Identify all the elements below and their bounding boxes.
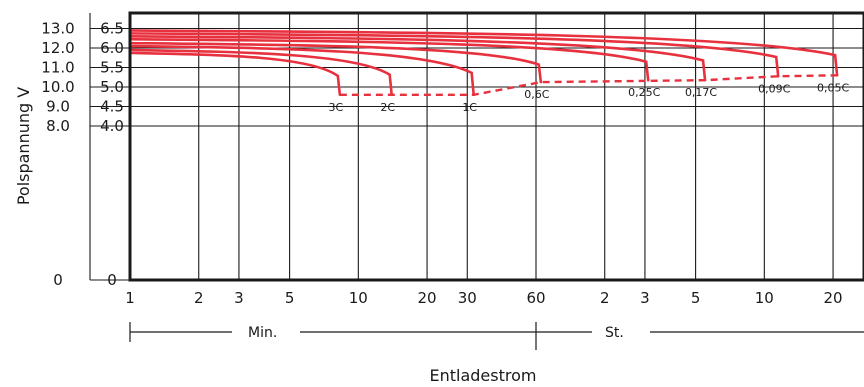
y-tick-label-outer: 0 [53, 271, 63, 289]
curve-label: 1C [462, 101, 477, 114]
x-tick-label: 3 [234, 289, 244, 307]
y-tick-label-inner: 0 [107, 271, 117, 289]
x-tick-label: 20 [418, 289, 437, 307]
y-tick-label-outer: 8.0 [46, 117, 70, 135]
y-tick-label-outer: 12.0 [41, 39, 74, 57]
x-tick-label: 10 [349, 289, 368, 307]
y-tick-label-outer: 13.0 [41, 20, 74, 38]
discharge-curve [128, 37, 650, 82]
y-tick-label-inner: 5.0 [100, 78, 124, 96]
discharge-curve [128, 51, 342, 97]
x-tick-label: 5 [691, 289, 701, 307]
x-tick-label: 10 [755, 289, 774, 307]
y-tick-label-outer: 10.0 [41, 78, 74, 96]
discharge-curve [128, 44, 475, 97]
x-tick-label: 2 [600, 289, 610, 307]
discharge-curve [128, 41, 543, 84]
y-tick-label-inner: 5.5 [100, 59, 124, 77]
x-axis-title: Entladestrom [430, 366, 537, 385]
discharge-curve [128, 32, 780, 78]
curve-labels: 3C 2C 1C 0,6C 0,25C 0,17C 0,09C 0,05C [329, 81, 850, 114]
curve-label: 0,09C [758, 82, 790, 95]
hours-unit-label: St. [605, 325, 624, 341]
x-tick-label: 60 [526, 289, 545, 307]
curve-label: 0,25C [628, 86, 660, 99]
x-tick-label: 5 [285, 289, 295, 307]
curve-label: 0,17C [685, 86, 717, 99]
discharge-curve [128, 48, 393, 97]
x-tick-label: 3 [640, 289, 650, 307]
x-tick-label: 30 [458, 289, 477, 307]
curve-label: 0,05C [817, 81, 849, 94]
x-tick-label: 2 [194, 289, 204, 307]
y-tick-label-inner: 4.5 [100, 98, 124, 116]
time-unit-bracket [129, 322, 864, 350]
plot-frame [128, 11, 864, 282]
y-axis-title: Polspannung V [14, 87, 33, 205]
grid [130, 13, 864, 280]
y-tick-label-inner: 6.5 [100, 20, 124, 38]
x-tick-label: 1 [125, 289, 135, 307]
discharge-curve [128, 29, 839, 77]
x-tick-label: 20 [824, 289, 843, 307]
x-axis-ticks: 1 2 3 5 10 20 30 60 2 3 5 10 20 [125, 289, 842, 307]
y-axis-ticks: 0 8.09.0 10.011.0 12.013.0 0 4.04.5 5.05.5 6.06… [41, 13, 130, 289]
minutes-unit-label: Min. [248, 325, 277, 341]
y-tick-label-inner: 6.0 [100, 39, 124, 57]
curve-label: 3C [329, 101, 344, 114]
y-tick-label-outer: 11.0 [41, 59, 74, 77]
y-tick-label-outer: 9.0 [46, 98, 70, 116]
discharge-curve [128, 35, 707, 82]
curve-label: 2C [380, 101, 395, 114]
y-tick-label-inner: 4.0 [100, 117, 124, 135]
end-voltage-line [339, 74, 838, 97]
curve-label: 0,6C [524, 88, 549, 101]
discharge-curves [128, 29, 839, 97]
